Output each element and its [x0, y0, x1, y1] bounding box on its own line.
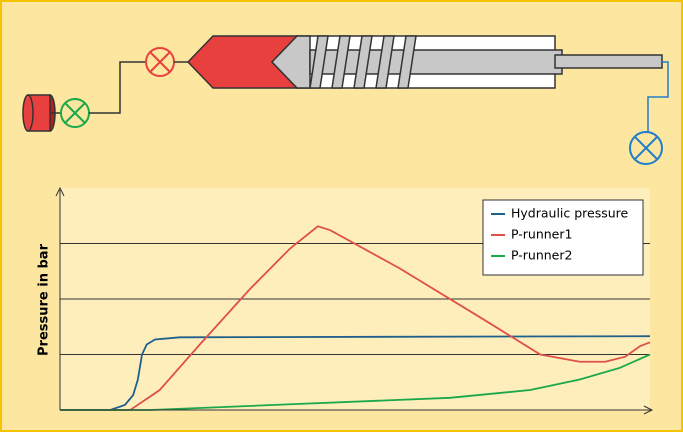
legend-box — [482, 199, 644, 276]
legend: Hydraulic pressure P-runner1 P-runner2 — [482, 199, 644, 276]
legend-label: P-runner1 — [511, 227, 572, 242]
legend-label: Hydraulic pressure — [511, 206, 629, 221]
series-line — [60, 353, 651, 411]
machine-diagram — [22, 35, 669, 165]
series-line — [60, 225, 651, 411]
legend-label: P-runner2 — [511, 248, 572, 263]
x-axis-arrow — [643, 405, 654, 415]
y-axis-label: Pressure in bar — [37, 243, 52, 356]
y-axis-arrow — [55, 186, 65, 197]
series-line — [60, 335, 651, 411]
